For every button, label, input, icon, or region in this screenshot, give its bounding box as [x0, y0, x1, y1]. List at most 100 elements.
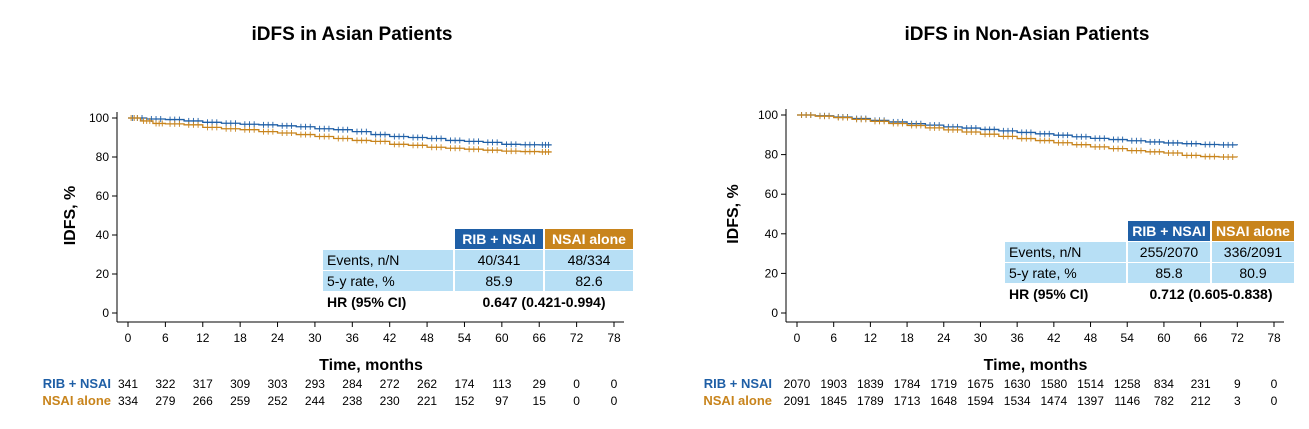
x-axis-title: Time, months — [319, 357, 423, 374]
x-tick-label: 42 — [383, 331, 397, 345]
risk-count: 834 — [1154, 377, 1174, 391]
x-tick-label: 78 — [607, 331, 621, 345]
x-tick-label: 6 — [830, 331, 837, 345]
table-value: 48/334 — [568, 252, 611, 268]
risk-count: 1648 — [930, 394, 957, 408]
y-tick-label: 0 — [102, 306, 109, 320]
table-value-bg — [1212, 242, 1294, 262]
table-value: 85.9 — [485, 273, 512, 289]
hr-value: 0.647 (0.421-0.994) — [483, 294, 606, 310]
x-axis-title: Time, months — [984, 357, 1088, 374]
risk-count: 1514 — [1077, 377, 1104, 391]
y-tick-label: 20 — [765, 266, 779, 280]
risk-count: 2091 — [784, 394, 811, 408]
risk-count: 1719 — [930, 377, 957, 391]
risk-count: 317 — [193, 377, 213, 391]
table-value-bg — [1128, 263, 1210, 283]
table-value-bg — [1212, 263, 1294, 283]
risk-count: 212 — [1191, 394, 1211, 408]
table-value-bg — [455, 271, 543, 291]
series-line-1 — [797, 114, 1238, 158]
table-header-cell — [1212, 221, 1294, 241]
table-header-cell — [545, 229, 633, 249]
risk-count: 1146 — [1114, 394, 1140, 408]
table-value-bg — [545, 250, 633, 270]
chart-title: iDFS in Non-Asian Patients — [905, 24, 1150, 45]
x-tick-label: 66 — [533, 331, 547, 345]
table-value-bg — [1128, 242, 1210, 262]
risk-count: 322 — [155, 377, 175, 391]
risk-count: 221 — [417, 394, 437, 408]
risk-count: 0 — [611, 394, 618, 408]
risk-count: 15 — [533, 394, 547, 408]
risk-count: 1845 — [820, 394, 847, 408]
y-axis-title: IDFS, % — [62, 186, 79, 246]
table-value: 255/2070 — [1140, 244, 1199, 260]
table-row-label: 5-y rate, % — [1009, 265, 1077, 281]
x-tick-label: 54 — [458, 331, 472, 345]
risk-row-label: NSAI alone — [42, 393, 111, 408]
risk-count: 272 — [380, 377, 400, 391]
series-line-1 — [128, 117, 552, 153]
risk-count: 174 — [454, 377, 474, 391]
table-value: 82.6 — [575, 273, 602, 289]
risk-count: 341 — [118, 377, 138, 391]
table-value: 40/341 — [478, 252, 521, 268]
x-tick-label: 72 — [570, 331, 584, 345]
x-tick-label: 66 — [1194, 331, 1208, 345]
table-header-label: NSAI alone — [1216, 223, 1290, 239]
risk-count: 2070 — [784, 377, 811, 391]
table-header-label: RIB + NSAI — [462, 231, 536, 247]
x-tick-label: 42 — [1047, 331, 1061, 345]
risk-count: 97 — [495, 394, 509, 408]
risk-count: 0 — [573, 377, 580, 391]
hr-value: 0.712 (0.605-0.838) — [1150, 286, 1273, 302]
y-tick-label: 80 — [96, 150, 110, 164]
risk-count: 0 — [1271, 377, 1278, 391]
table-row-label: 5-y rate, % — [327, 273, 395, 289]
x-tick-label: 48 — [420, 331, 434, 345]
risk-row-label: RIB + NSAI — [704, 376, 772, 391]
x-tick-label: 72 — [1231, 331, 1245, 345]
x-tick-label: 60 — [1157, 331, 1171, 345]
risk-count: 782 — [1154, 394, 1174, 408]
risk-count: 252 — [268, 394, 288, 408]
y-tick-label: 40 — [96, 228, 110, 242]
x-tick-label: 24 — [271, 331, 285, 345]
table-value-bg — [545, 271, 633, 291]
x-tick-label: 12 — [196, 331, 210, 345]
risk-count: 1903 — [820, 377, 847, 391]
hr-label: HR (95% CI) — [327, 294, 406, 310]
risk-count: 238 — [342, 394, 362, 408]
x-tick-label: 18 — [900, 331, 914, 345]
x-tick-label: 60 — [495, 331, 509, 345]
risk-count: 0 — [611, 377, 618, 391]
table-row-label: Events, n/N — [327, 252, 399, 268]
risk-count: 262 — [417, 377, 437, 391]
risk-count: 1594 — [967, 394, 994, 408]
x-tick-label: 0 — [794, 331, 801, 345]
risk-count: 1713 — [894, 394, 921, 408]
risk-count: 29 — [533, 377, 547, 391]
risk-count: 284 — [342, 377, 362, 391]
risk-count: 303 — [268, 377, 288, 391]
table-row-label-bg — [1005, 242, 1126, 262]
risk-count: 152 — [454, 394, 474, 408]
table-value: 336/2091 — [1224, 244, 1283, 260]
x-tick-label: 78 — [1267, 331, 1281, 345]
y-tick-label: 80 — [765, 148, 779, 162]
x-tick-label: 0 — [125, 331, 132, 345]
table-header-cell — [455, 229, 543, 249]
risk-count: 1630 — [1004, 377, 1031, 391]
hr-label: HR (95% CI) — [1009, 286, 1088, 302]
risk-count: 259 — [230, 394, 250, 408]
x-tick-label: 54 — [1121, 331, 1135, 345]
y-axis-title: IDFS, % — [725, 184, 742, 244]
y-tick-label: 60 — [765, 187, 779, 201]
table-value: 85.8 — [1155, 265, 1182, 281]
risk-count: 3 — [1234, 394, 1241, 408]
x-tick-label: 30 — [308, 331, 322, 345]
y-tick-label: 0 — [771, 306, 778, 320]
